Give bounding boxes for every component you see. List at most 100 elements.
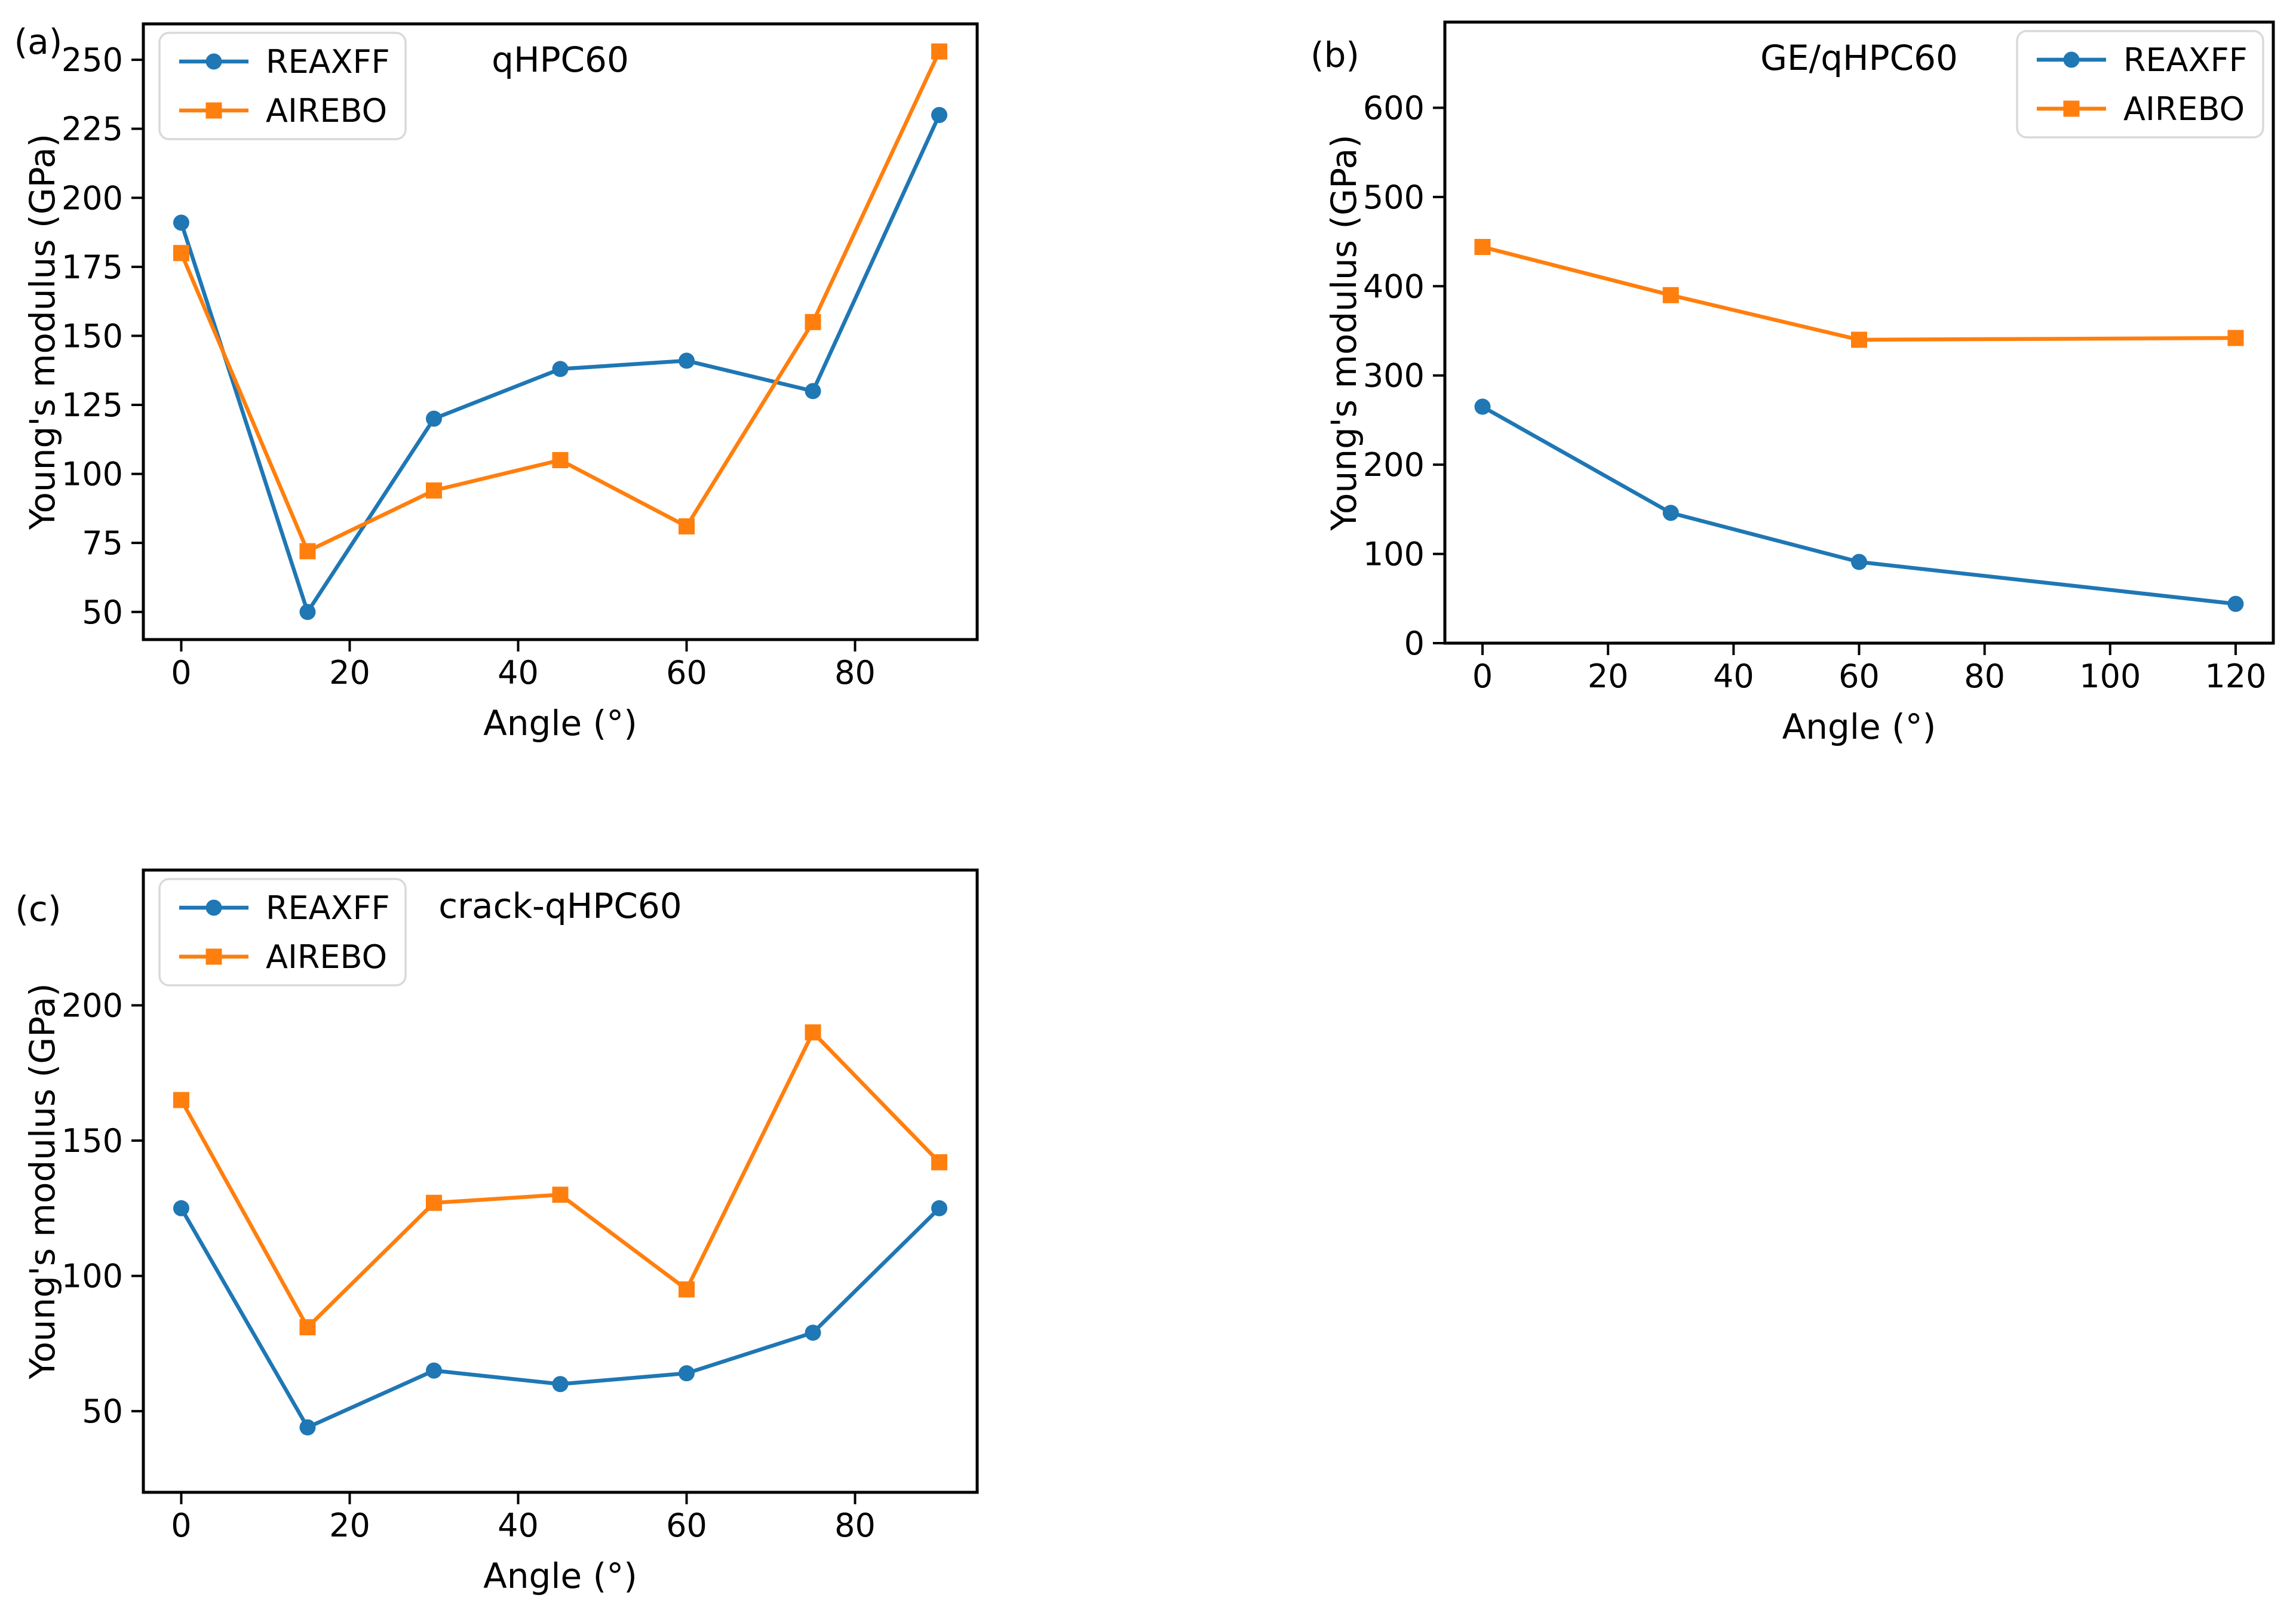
legend-item-label: AIREBO	[266, 938, 387, 976]
data-marker-reaxff	[173, 214, 189, 231]
data-marker-reaxff	[679, 1365, 695, 1382]
y-tick-label: 150	[62, 317, 123, 355]
y-tick-label: 50	[82, 594, 123, 631]
legend-entry-reaxff: REAXFF	[179, 43, 390, 81]
y-tick-label: 400	[1363, 268, 1425, 305]
data-marker-airebo	[805, 314, 821, 330]
legend-marker-square-icon	[205, 948, 222, 965]
legend-entry-airebo: AIREBO	[2037, 90, 2245, 128]
x-tick-label: 40	[498, 1507, 539, 1544]
x-tick-label: 80	[834, 654, 876, 692]
y-tick-label: 500	[1363, 179, 1425, 216]
data-marker-reaxff	[552, 1376, 569, 1393]
y-tick-label: 200	[1363, 446, 1425, 484]
x-axis-label: Angle (°)	[1782, 706, 1936, 747]
y-tick-label: 100	[1363, 536, 1425, 573]
data-marker-reaxff	[2227, 595, 2244, 612]
x-tick-label: 60	[666, 1507, 707, 1544]
data-marker-airebo	[805, 1024, 821, 1041]
legend-marker-square-icon	[205, 102, 222, 119]
data-marker-reaxff	[931, 1200, 948, 1216]
chart-title: GE/qHPC60	[1760, 38, 1958, 78]
data-marker-reaxff	[679, 352, 695, 369]
data-marker-reaxff	[425, 1362, 442, 1379]
legend-entry-reaxff: REAXFF	[179, 889, 390, 927]
series-line-airebo	[179, 1030, 941, 1329]
x-tick-label: 20	[329, 654, 370, 692]
data-marker-reaxff	[173, 1200, 189, 1216]
legend-marker-circle-icon	[2063, 51, 2080, 68]
y-tick-label: 250	[62, 41, 123, 79]
data-marker-airebo	[173, 1092, 189, 1108]
y-axis-label: Young's modulus (GPa)	[22, 134, 63, 530]
panel-label: (b)	[1310, 35, 1359, 75]
subplot-b: 0 20 40 60 80 100 120 0 100 200 300 400 500 600 GE/qHP…	[1310, 20, 2275, 747]
data-marker-airebo	[425, 1194, 442, 1211]
chart-title: qHPC60	[492, 39, 629, 80]
x-tick-label: 100	[2079, 657, 2141, 695]
panel-label: (c)	[15, 889, 61, 929]
legend-item-label: AIREBO	[266, 92, 387, 130]
y-tick-label: 100	[62, 1258, 123, 1295]
data-marker-reaxff	[1851, 554, 1867, 570]
axes-border	[142, 22, 979, 641]
y-tick-label: 600	[1363, 89, 1425, 127]
x-tick-label: 40	[1713, 657, 1754, 695]
series-line-reaxff	[179, 1206, 941, 1430]
data-marker-airebo	[2227, 330, 2244, 346]
data-marker-airebo	[931, 43, 948, 60]
data-marker-reaxff	[931, 107, 948, 124]
y-tick-label: 200	[62, 179, 123, 217]
data-marker-airebo	[299, 543, 316, 560]
data-marker-reaxff	[299, 1419, 316, 1436]
legend-entry-reaxff: REAXFF	[2037, 41, 2248, 79]
data-marker-reaxff	[805, 1325, 821, 1341]
data-marker-reaxff	[1474, 398, 1491, 415]
data-marker-airebo	[1474, 239, 1491, 256]
x-tick-label: 0	[1472, 657, 1493, 695]
subplot-a: 0 20 40 60 80 50 75 100 125 150 175 200 225 250 qHPC60…	[14, 21, 979, 743]
subplot-c: 0 20 40 60 80 50 100 150 200 crack-qHPC60 Angle (°…	[15, 868, 979, 1596]
x-tick-label: 0	[171, 1507, 191, 1544]
legend-entry-airebo: AIREBO	[179, 92, 387, 130]
legend-marker-circle-icon	[205, 53, 222, 70]
legend-item-label: REAXFF	[266, 43, 390, 81]
y-tick-label: 0	[1404, 625, 1425, 662]
x-tick-label: 0	[171, 654, 191, 692]
data-marker-airebo	[679, 518, 695, 534]
legend-item-label: AIREBO	[2123, 90, 2245, 128]
legend-item-label: REAXFF	[266, 889, 390, 927]
x-tick-label: 20	[1588, 657, 1629, 695]
axes-border	[142, 868, 979, 1494]
y-tick-label: 300	[1363, 357, 1425, 395]
legend: REAXFF AIREBO	[2016, 30, 2264, 139]
data-marker-airebo	[552, 451, 569, 468]
y-tick-label: 175	[62, 248, 123, 286]
data-marker-airebo	[552, 1187, 569, 1203]
legend: REAXFF AIREBO	[158, 878, 407, 987]
y-tick-label: 150	[62, 1122, 123, 1160]
legend-entry-airebo: AIREBO	[179, 938, 387, 976]
data-marker-airebo	[1662, 287, 1679, 303]
series-line-reaxff	[1480, 404, 2238, 606]
data-marker-reaxff	[299, 604, 316, 620]
y-tick-label: 200	[62, 987, 123, 1025]
y-axis-label: Young's modulus (GPa)	[22, 983, 63, 1379]
y-tick-label: 75	[82, 524, 123, 562]
data-marker-airebo	[931, 1154, 948, 1170]
x-tick-label: 80	[834, 1507, 876, 1544]
legend-marker-circle-icon	[205, 899, 222, 916]
data-marker-airebo	[425, 482, 442, 499]
series-line-airebo	[1480, 245, 2238, 342]
y-axis-label: Young's modulus (GPa)	[1324, 134, 1364, 531]
data-marker-reaxff	[425, 410, 442, 427]
legend: REAXFF AIREBO	[158, 32, 407, 140]
y-tick-label: 125	[62, 386, 123, 424]
x-tick-label: 60	[666, 654, 707, 692]
data-marker-reaxff	[1662, 505, 1679, 521]
data-marker-airebo	[679, 1281, 695, 1298]
y-tick-label: 50	[82, 1393, 123, 1430]
x-tick-label: 40	[498, 654, 539, 692]
